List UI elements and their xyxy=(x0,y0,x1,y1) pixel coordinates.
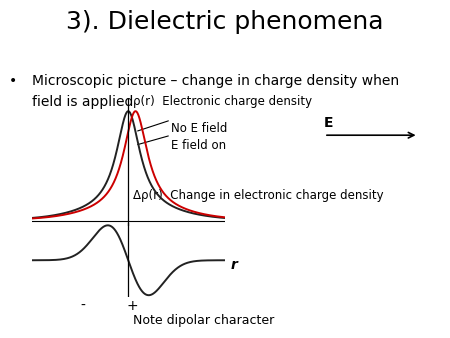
Text: -: - xyxy=(81,299,86,313)
Text: No E field: No E field xyxy=(171,122,227,135)
Text: E: E xyxy=(324,116,333,130)
Text: +: + xyxy=(127,299,139,313)
Text: Microscopic picture – change in charge density when: Microscopic picture – change in charge d… xyxy=(32,74,399,88)
Text: ρ(r)  Electronic charge density: ρ(r) Electronic charge density xyxy=(133,95,312,107)
Text: field is applied: field is applied xyxy=(32,95,133,108)
Text: E field on: E field on xyxy=(171,139,226,151)
Text: •: • xyxy=(9,74,17,88)
Text: Δρ(r)  Change in electronic charge density: Δρ(r) Change in electronic charge densit… xyxy=(133,189,383,202)
Text: r: r xyxy=(231,258,238,272)
Text: Note dipolar character: Note dipolar character xyxy=(133,314,274,327)
Text: 3). Dielectric phenomena: 3). Dielectric phenomena xyxy=(66,10,384,34)
